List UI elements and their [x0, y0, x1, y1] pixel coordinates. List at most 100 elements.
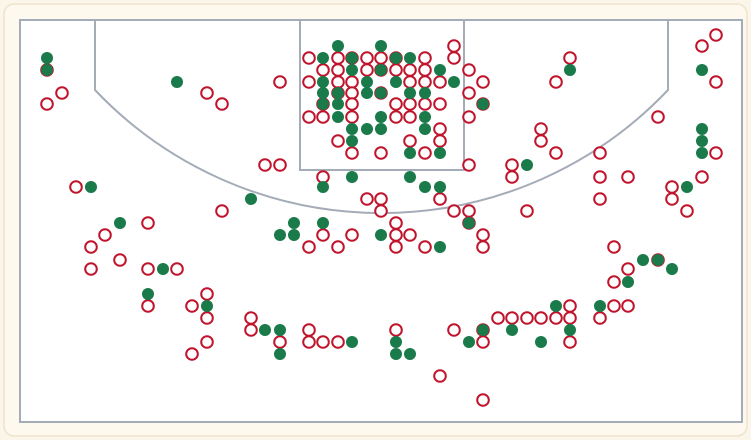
missed-shot	[302, 110, 316, 124]
missed-shot	[593, 146, 607, 160]
shots	[40, 28, 723, 407]
made-shot	[317, 76, 329, 88]
missed-shot	[389, 228, 403, 242]
missed-shot	[418, 75, 432, 89]
missed-shot	[505, 158, 519, 172]
missed-shot	[244, 323, 258, 337]
missed-shot	[200, 86, 214, 100]
made-shot	[434, 147, 446, 159]
missed-shot	[345, 110, 359, 124]
made-shot	[346, 171, 358, 183]
made-shot	[317, 217, 329, 229]
missed-shot	[273, 335, 287, 349]
made-shot	[41, 52, 53, 64]
missed-shot	[563, 311, 577, 325]
missed-shot	[345, 75, 359, 89]
made-shot	[274, 348, 286, 360]
missed-shot	[389, 110, 403, 124]
made-shot	[564, 64, 576, 76]
missed-shot	[476, 75, 490, 89]
missed-shot	[345, 97, 359, 111]
made-shot	[259, 324, 271, 336]
missed-shot	[680, 204, 694, 218]
made-shot	[696, 123, 708, 135]
made-shot	[622, 276, 634, 288]
missed-shot	[215, 97, 229, 111]
missed-shot	[185, 299, 199, 313]
missed-shot	[302, 75, 316, 89]
missed-shot	[433, 122, 447, 136]
made-shot	[171, 76, 183, 88]
missed-shot	[433, 97, 447, 111]
missed-shot	[185, 347, 199, 361]
missed-shot	[215, 204, 229, 218]
missed-shot	[141, 216, 155, 230]
missed-shot	[433, 75, 447, 89]
missed-shot	[389, 63, 403, 77]
made-shot	[85, 181, 97, 193]
made-shot	[114, 217, 126, 229]
made-shot	[274, 229, 286, 241]
made-shot	[332, 40, 344, 52]
made-shot	[434, 241, 446, 253]
missed-shot	[418, 97, 432, 111]
made-shot	[317, 52, 329, 64]
made-shot	[463, 217, 475, 229]
made-shot	[41, 64, 53, 76]
missed-shot	[621, 299, 635, 313]
missed-shot	[244, 311, 258, 325]
made-shot	[346, 52, 358, 64]
missed-shot	[389, 323, 403, 337]
missed-shot	[491, 311, 505, 325]
made-shot	[550, 300, 562, 312]
missed-shot	[403, 110, 417, 124]
missed-shot	[520, 311, 534, 325]
made-shot	[463, 336, 475, 348]
missed-shot	[200, 311, 214, 325]
missed-shot	[113, 253, 127, 267]
made-shot	[375, 123, 387, 135]
missed-shot	[403, 228, 417, 242]
made-shot	[696, 135, 708, 147]
missed-shot	[360, 192, 374, 206]
missed-shot	[621, 170, 635, 184]
missed-shot	[563, 299, 577, 313]
made-shot	[375, 64, 387, 76]
missed-shot	[389, 240, 403, 254]
made-shot	[332, 87, 344, 99]
made-shot	[375, 111, 387, 123]
court	[19, 19, 743, 423]
missed-shot	[433, 134, 447, 148]
missed-shot	[374, 146, 388, 160]
missed-shot	[141, 299, 155, 313]
missed-shot	[360, 63, 374, 77]
missed-shot	[331, 51, 345, 65]
missed-shot	[360, 51, 374, 65]
missed-shot	[433, 192, 447, 206]
made-shot	[477, 98, 489, 110]
missed-shot	[709, 28, 723, 42]
made-shot	[535, 336, 547, 348]
missed-shot	[462, 63, 476, 77]
missed-shot	[316, 335, 330, 349]
missed-shot	[607, 240, 621, 254]
missed-shot	[462, 158, 476, 172]
made-shot	[361, 123, 373, 135]
made-shot	[434, 64, 446, 76]
missed-shot	[534, 311, 548, 325]
made-shot	[332, 98, 344, 110]
made-shot	[419, 87, 431, 99]
missed-shot	[621, 262, 635, 276]
made-shot	[317, 98, 329, 110]
missed-shot	[374, 192, 388, 206]
missed-shot	[403, 63, 417, 77]
made-shot	[521, 159, 533, 171]
missed-shot	[374, 204, 388, 218]
missed-shot	[462, 86, 476, 100]
made-shot	[157, 263, 169, 275]
made-shot	[594, 300, 606, 312]
missed-shot	[331, 240, 345, 254]
made-shot	[404, 52, 416, 64]
missed-shot	[418, 51, 432, 65]
missed-shot	[476, 240, 490, 254]
